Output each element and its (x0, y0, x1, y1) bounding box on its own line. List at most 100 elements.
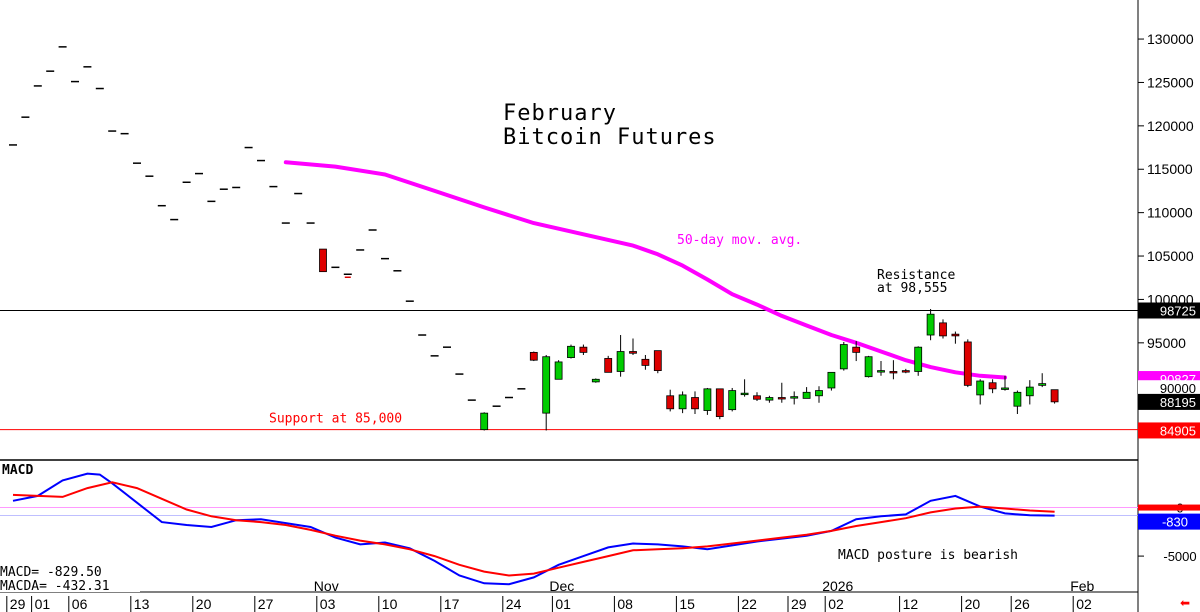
candle-body (901, 370, 910, 373)
candle-body (616, 351, 625, 372)
candle-body (604, 358, 613, 373)
candle-body (864, 356, 873, 378)
x-tick-label: 12 (903, 596, 919, 612)
candle-body (715, 388, 724, 418)
candle-body (567, 345, 575, 358)
price-panel: February Bitcoin Futures 130000 125000 1200… (0, 31, 1200, 439)
candle-body (629, 351, 637, 354)
macd-tag-bg (1138, 513, 1200, 530)
candle-body (939, 322, 947, 337)
price-tag-bg (1138, 302, 1200, 319)
candle-body (976, 380, 985, 396)
price-tag: 84905 (1138, 422, 1200, 439)
candle-body (790, 396, 799, 399)
moving-average-line (283, 160, 1007, 380)
macd-title: MACD (2, 463, 33, 478)
candle-body (753, 395, 761, 400)
candle-body (914, 346, 923, 372)
moving-average-label: 50-day mov. avg. (677, 233, 802, 248)
support-label: Support at 85,000 (269, 412, 402, 427)
x-tick-label: 06 (72, 596, 88, 612)
arrow-left-icon[interactable]: ⬅ (1180, 596, 1190, 610)
candle-body (529, 351, 538, 361)
month-label: Feb (1070, 578, 1094, 594)
x-tick-label: 22 (741, 596, 757, 612)
x-tick-label: 15 (679, 596, 695, 612)
x-tick-label: 24 (506, 596, 522, 612)
x-tick-label: 29 (10, 596, 26, 612)
candle-body (480, 412, 489, 431)
price-tag-bg (1138, 393, 1200, 410)
candle-body (691, 397, 699, 410)
candle-body (802, 391, 811, 399)
y-tick-label: 95000 (1147, 335, 1186, 351)
candle-body (319, 248, 327, 273)
month-label: Dec (549, 578, 574, 594)
month-label: 2026 (822, 578, 853, 594)
candle-body (703, 388, 712, 411)
price-tag-text: 90000 (1160, 381, 1196, 396)
resistance-label: Resistance at 98,555 (877, 268, 955, 296)
candle-body (542, 356, 551, 414)
macd-tag-text: -830 (1162, 515, 1188, 530)
price-tag-text: 88195 (1160, 395, 1196, 410)
candle-body (554, 361, 563, 380)
x-tick-label: 17 (444, 596, 460, 612)
candle-body (777, 397, 786, 400)
x-tick-label: 01 (35, 596, 51, 612)
candle-body (951, 333, 960, 337)
candle-body (926, 313, 935, 336)
x-tick-label: 29 (791, 596, 807, 612)
x-tick-label: 20 (196, 596, 212, 612)
price-tag: 98725 (1138, 302, 1200, 319)
x-tick-label: 08 (617, 596, 633, 612)
price-tag-text: 84905 (1160, 423, 1196, 438)
candle-body (1025, 386, 1034, 397)
price-tag: 90000 (1138, 380, 1200, 397)
candle-body (666, 395, 675, 410)
macda-tag-bg (1138, 504, 1200, 511)
candle-body (1013, 391, 1022, 407)
y-tick-label: 105000 (1147, 248, 1194, 264)
candle-body (1050, 389, 1059, 403)
x-tick-label: 10 (382, 596, 398, 612)
candle-body (591, 378, 600, 383)
x-tick-label: 13 (134, 596, 150, 612)
macd-annotation: MACD posture is bearish (838, 548, 1018, 563)
candle-body (1001, 387, 1009, 390)
candle-body (678, 394, 687, 410)
candle-body (653, 350, 662, 372)
y-tick-label: 125000 (1147, 74, 1194, 90)
candle-body (889, 371, 898, 374)
y-tick-label: 115000 (1147, 161, 1193, 177)
candle-body (988, 382, 997, 390)
x-tick-label: 20 (965, 596, 981, 612)
candle-body (877, 370, 885, 373)
macd-line (12, 472, 1055, 586)
macda-line (12, 481, 1055, 577)
x-axis: 29 01 06 13 20 27 03 10 17 24 01 08 15 22 29 02 12 20 26 02… (6, 578, 1095, 612)
macd-readout: MACDA= -432.31 (0, 579, 110, 594)
macd-y-tick-label: -5000 (1163, 549, 1196, 564)
y-tick-label: 120000 (1147, 118, 1194, 134)
candle-body (579, 346, 588, 353)
price-tag-bg (1138, 380, 1200, 397)
candle-body (839, 344, 848, 370)
candle-body (1038, 383, 1047, 386)
macd-readout: MACD= -829.50 (0, 565, 102, 580)
price-chart-title: February Bitcoin Futures (503, 101, 717, 150)
candle-body (963, 341, 972, 386)
x-tick-label: 02 (1076, 596, 1092, 612)
macd-readout-box (0, 562, 140, 592)
price-tag: 88195 (1138, 393, 1200, 410)
month-label: Nov (314, 578, 339, 594)
candle-body (765, 397, 774, 401)
price-tag-bg (1138, 422, 1200, 439)
x-tick-label: 26 (1014, 596, 1030, 612)
x-tick-label: 02 (828, 596, 844, 612)
x-tick-label: 01 (555, 596, 571, 612)
x-tick-label: 27 (258, 596, 274, 612)
candle-body (740, 392, 749, 396)
candle-body (815, 390, 823, 397)
